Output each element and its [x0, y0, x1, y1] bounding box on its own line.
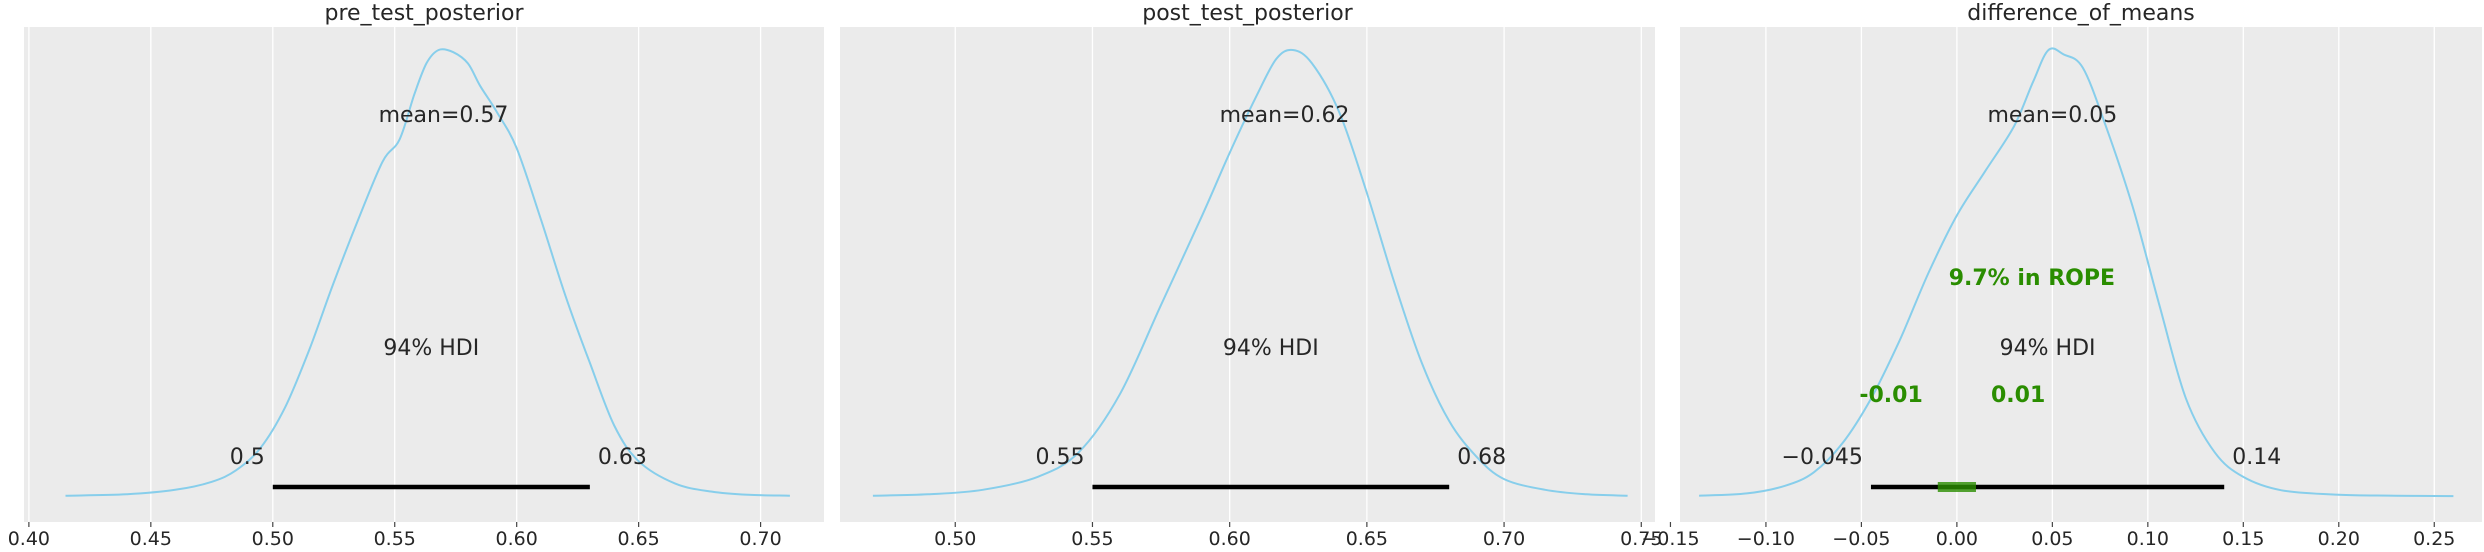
x-tick-label: 0.10 — [2127, 528, 2169, 550]
x-tick-label: 0.00 — [1936, 528, 1978, 550]
mean-label: mean=0.57 — [379, 103, 509, 128]
plot-area — [24, 27, 824, 522]
density-curve — [65, 48, 790, 497]
rope-label: 9.7% in ROPE — [1949, 266, 2115, 291]
hdi-label: 94% HDI — [1223, 336, 1319, 361]
plot-area — [1680, 27, 2482, 522]
hdi-high-label: 0.63 — [598, 445, 647, 470]
x-tick-label: 0.65 — [617, 528, 659, 550]
x-tick-label: 0.70 — [1483, 528, 1525, 550]
x-tick-label: 0.45 — [130, 528, 172, 550]
hdi-high-label: 0.14 — [2232, 445, 2281, 470]
x-tick-label: 0.60 — [496, 528, 538, 550]
x-tick-label: 0.20 — [2318, 528, 2360, 550]
chart-title: pre_test_posterior — [324, 1, 524, 26]
hdi-low-label: −0.045 — [1782, 445, 1863, 470]
hdi-high-label: 0.68 — [1457, 445, 1506, 470]
chart-title: difference_of_means — [1967, 1, 2195, 26]
mean-label: mean=0.05 — [1987, 103, 2117, 128]
density-curve — [872, 48, 1628, 497]
x-tick-label: 0.05 — [2031, 528, 2073, 550]
chart-title: post_test_posterior — [1142, 1, 1353, 26]
x-tick-label: 0.40 — [8, 528, 50, 550]
panel-pre_test_posterior: 0.40 0.45 0.50 0.55 0.60 0.65 0.70 pre_test_pos… — [8, 1, 824, 550]
hdi-label: 94% HDI — [2000, 336, 2096, 361]
plot-area — [840, 27, 1655, 522]
x-tick-label: 0.65 — [1346, 528, 1388, 550]
x-tick-label: 0.55 — [374, 528, 416, 550]
x-tick-label: 0.70 — [739, 528, 781, 550]
mean-label: mean=0.62 — [1220, 103, 1350, 128]
x-tick-label: −0.15 — [1641, 528, 1699, 550]
rope-low-label: -0.01 — [1859, 383, 1922, 408]
density-curve — [1699, 47, 2454, 498]
x-tick-label: 0.15 — [2222, 528, 2264, 550]
x-tick-label: 0.75 — [1620, 528, 1662, 550]
x-tick-label: 0.25 — [2413, 528, 2455, 550]
x-tick-label: −0.10 — [1737, 528, 1795, 550]
x-tick-label: 0.60 — [1209, 528, 1251, 550]
hdi-low-label: 0.55 — [1035, 445, 1084, 470]
panel-post_test_posterior: 0.50 0.55 0.60 0.65 0.70 0.75 post_test_poster… — [840, 1, 1662, 550]
rope-high-label: 0.01 — [1991, 383, 2045, 408]
hdi-label: 94% HDI — [383, 336, 479, 361]
x-tick-label: 0.55 — [1071, 528, 1113, 550]
x-tick-label: 0.50 — [252, 528, 294, 550]
panel-difference_of_means: −0.15 −0.10 −0.05 0.00 0.05 0.10 0.15 0.20 0.25 d… — [1641, 1, 2482, 550]
x-tick-label: 0.50 — [934, 528, 976, 550]
rope-region — [1937, 482, 1976, 492]
x-tick-label: −0.05 — [1832, 528, 1890, 550]
hdi-low-label: 0.5 — [230, 445, 265, 470]
